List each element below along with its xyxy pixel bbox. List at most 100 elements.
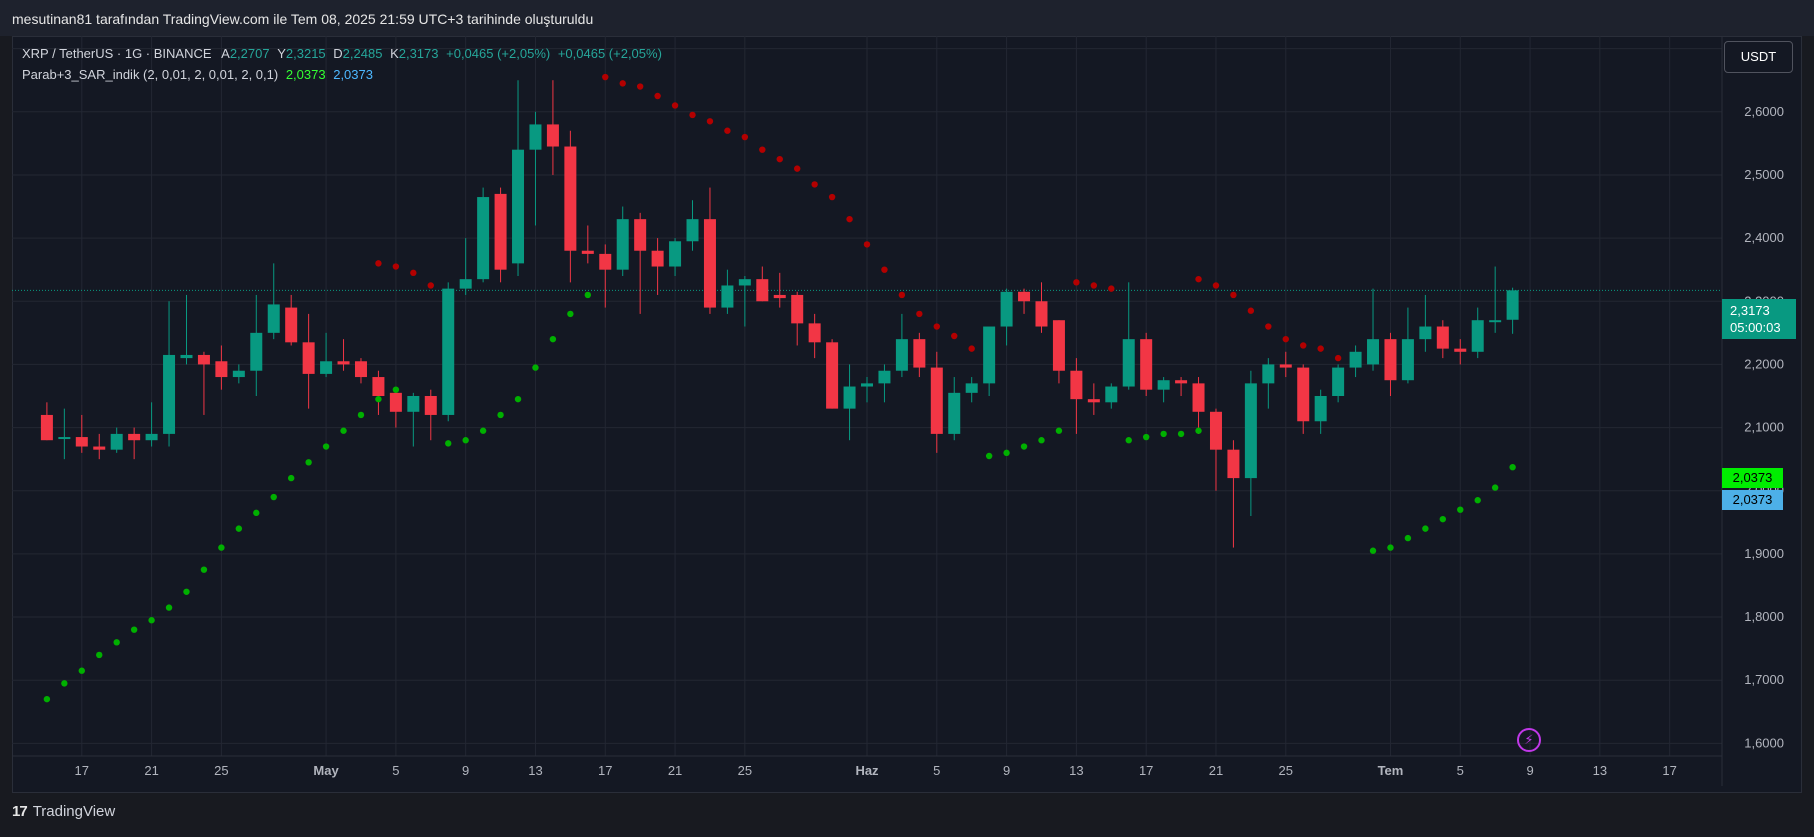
candle-body	[337, 361, 350, 365]
candle-body	[1454, 348, 1467, 352]
sar-dot-above	[1108, 285, 1115, 292]
candle-body	[616, 219, 629, 270]
sar-dot-below	[1177, 430, 1185, 438]
candle-body	[302, 342, 315, 374]
sar-dot-above	[1300, 342, 1307, 349]
candle-body	[1419, 326, 1432, 340]
candle-body	[215, 361, 228, 378]
y-tick-label: 2,2000	[1744, 356, 1784, 371]
x-tick-label: 17	[1662, 763, 1676, 778]
sar-dot-above	[951, 332, 958, 340]
candle-body	[1349, 351, 1362, 368]
candle-body	[267, 304, 280, 333]
candle-body	[372, 377, 385, 396]
sar-dot-above	[602, 73, 609, 81]
candle-body	[1000, 291, 1013, 327]
candle-body	[581, 250, 594, 254]
candle-body	[1367, 339, 1380, 365]
sar-dot-above	[881, 266, 888, 273]
sar-dot-below	[1422, 525, 1429, 532]
sar-price-tag-green: 2,0373	[1722, 468, 1783, 488]
sar-dot-below	[322, 443, 330, 450]
last-price-value: 2,3173	[1730, 303, 1770, 318]
price-chart[interactable]: 1,60001,70001,80001,90002,00002,10002,20…	[12, 36, 1802, 793]
open-value: 2,2707	[229, 46, 270, 61]
candle-body	[477, 197, 490, 280]
sar-dot-below	[392, 386, 400, 393]
y-tick-label: 1,7000	[1744, 672, 1784, 687]
candle-body	[1489, 320, 1502, 323]
x-tick-label: 13	[528, 763, 542, 778]
indicator-name[interactable]: Parab+3_SAR_indik (2, 0,01, 2, 0,01, 2, …	[22, 67, 279, 82]
sar-dot-above	[706, 118, 714, 125]
sar-dot-below	[357, 411, 365, 419]
chart-frame[interactable]	[12, 36, 1802, 793]
candle-body	[948, 392, 961, 434]
candle-body	[1262, 364, 1275, 384]
sar-dot-above	[671, 102, 679, 109]
symbol-legend[interactable]: XRP / TetherUS · 1G · BINANCE A2,2707 Y2…	[22, 46, 662, 61]
candle-body	[738, 279, 751, 286]
sar-dot-below	[549, 335, 557, 343]
header-bar: mesutinan81 tarafından TradingView.com i…	[0, 0, 1814, 36]
candle-body	[965, 383, 978, 393]
sar-dot-below	[340, 427, 347, 434]
symbol-name[interactable]: XRP / TetherUS · 1G · BINANCE	[22, 46, 212, 61]
sar-dot-below	[1387, 544, 1394, 551]
sar-dot-below	[200, 566, 208, 573]
sar-dot-above	[636, 83, 644, 90]
sar-dot-below	[567, 310, 574, 318]
candle-body	[546, 124, 559, 147]
candle-body	[93, 446, 106, 450]
sar-dot-below	[985, 452, 993, 460]
x-tick-label: 25	[214, 763, 228, 778]
sar-dot-above	[916, 310, 923, 318]
sar-dot-below	[462, 437, 469, 444]
y-tick-label: 2,4000	[1744, 230, 1784, 245]
candle-body	[180, 354, 193, 359]
candle-body	[686, 219, 699, 242]
x-tick-label: 13	[1069, 763, 1083, 778]
candle-body	[1087, 399, 1100, 403]
sar-dot-below	[479, 427, 487, 434]
candle-body	[197, 354, 210, 365]
candle-body	[442, 288, 455, 415]
y-tick-label: 1,6000	[1744, 735, 1784, 750]
sar-dot-below	[1125, 437, 1132, 444]
sar-dot-above	[375, 260, 382, 267]
candle-body	[983, 326, 996, 384]
sar-dot-above	[898, 291, 906, 299]
lightning-bolt-icon[interactable]: ⚡	[1517, 728, 1541, 752]
candle-body	[424, 396, 437, 415]
sar-dot-below	[1003, 449, 1010, 457]
sar-dot-below	[497, 411, 504, 419]
sar-dot-above	[1212, 282, 1220, 289]
sar-dot-below	[78, 667, 85, 674]
candle-body	[1506, 290, 1519, 320]
sar-dot-below	[445, 440, 452, 447]
x-tick-label: 21	[668, 763, 682, 778]
candle-body	[703, 219, 716, 308]
candle-body	[651, 250, 664, 267]
sar-dot-above	[427, 282, 434, 289]
candle-body	[1035, 301, 1048, 327]
candle-body	[1314, 396, 1327, 422]
sar-dot-below	[1055, 427, 1063, 434]
sar-dot-below	[130, 626, 138, 633]
sar-dot-below	[270, 493, 277, 501]
chart-credit-text: mesutinan81 tarafından TradingView.com i…	[12, 11, 594, 27]
sar-dot-below	[1195, 427, 1202, 434]
sar-dot-below	[1160, 430, 1167, 438]
currency-button[interactable]: USDT	[1724, 41, 1793, 73]
candle-body	[773, 294, 786, 299]
sar-dot-above	[968, 345, 975, 352]
x-tick-label: 21	[1209, 763, 1223, 778]
indicator-legend[interactable]: Parab+3_SAR_indik (2, 0,01, 2, 0,01, 2, …	[22, 67, 373, 82]
candle-body	[861, 383, 873, 387]
sar-dot-below	[96, 651, 103, 659]
sar-dot-below	[1439, 515, 1447, 523]
sar-dot-below	[218, 544, 225, 551]
sar-dot-below	[584, 291, 592, 299]
x-tick-label: 25	[738, 763, 752, 778]
candle-body	[564, 146, 577, 251]
